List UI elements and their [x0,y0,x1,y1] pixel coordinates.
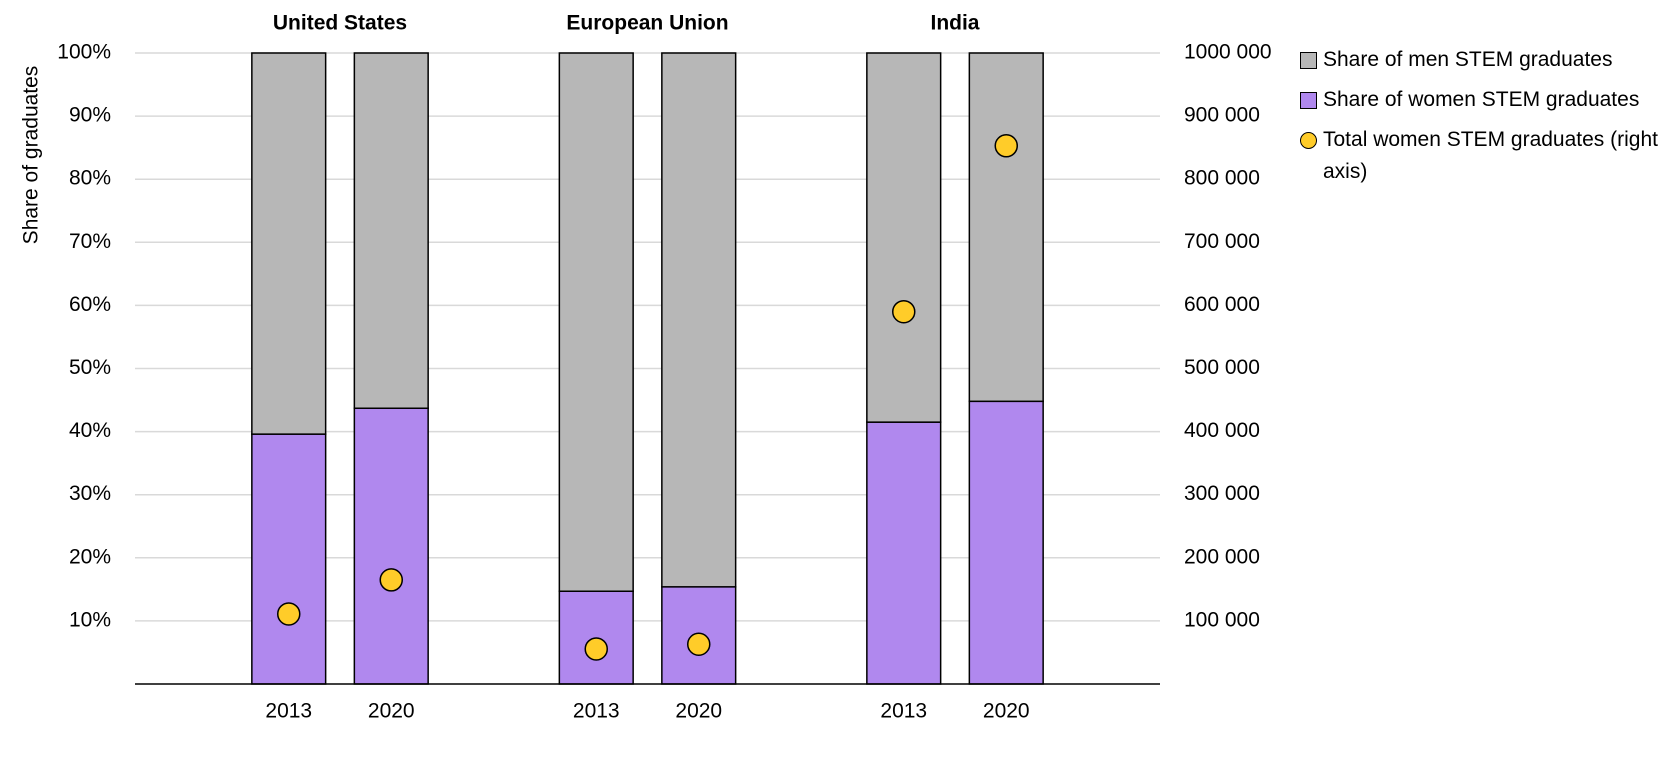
y-tick-label: 100% [57,41,111,64]
legend-label: Share of women STEM graduates [1323,88,1640,111]
legend-item: Share of men STEM graduates [1300,44,1660,76]
point [379,568,403,592]
y-tick-label: 70% [69,230,111,253]
x-tick-label: 2020 [675,700,722,723]
legend-label: Share of men STEM graduates [1323,48,1613,71]
y2-tick-label: 700 000 [1184,230,1260,253]
bar [866,421,942,685]
y2-tick-label: 100 000 [1184,608,1260,631]
bar [968,52,1044,403]
bar [558,52,634,592]
y-tick-label: 90% [69,104,111,127]
x-tick-label: 2013 [265,700,312,723]
y2-tick-label: 900 000 [1184,104,1260,127]
bar [353,52,429,410]
legend-item: Share of women STEM graduates [1300,84,1660,116]
legend-swatch [1300,92,1317,109]
legend-swatch [1300,132,1317,149]
x-tick-label: 2013 [573,700,620,723]
y-axis-title: Share of graduates [20,66,43,245]
bar [251,433,327,685]
legend: Share of men STEM graduates Share of wome… [1300,44,1660,196]
y-tick-label: 50% [69,356,111,379]
point [892,299,916,324]
legend-item: Total women STEM graduates (right axis) [1300,124,1660,188]
bar [661,52,737,588]
y2-tick-label: 200 000 [1184,545,1260,568]
x-tick-label: 2020 [368,700,415,723]
bar [968,400,1044,685]
x-tick-label: 2013 [880,700,927,723]
x-tick-label: 2020 [983,700,1030,723]
point [584,637,608,661]
y2-tick-label: 800 000 [1184,167,1260,190]
point [994,134,1018,158]
group-label: European Union [566,12,728,35]
point [687,632,711,656]
y-tick-label: 40% [69,419,111,442]
y2-tick-label: 600 000 [1184,293,1260,316]
y-tick-label: 60% [69,293,111,316]
y-tick-label: 20% [69,545,111,568]
y2-tick-label: 400 000 [1184,419,1260,442]
legend-swatch [1300,52,1317,69]
bar [353,407,429,685]
bar [866,52,942,423]
y2-tick-label: 500 000 [1184,356,1260,379]
y-tick-label: 30% [69,482,111,505]
group-label: India [930,12,979,35]
point [277,602,301,626]
y-tick-label: 10% [69,608,111,631]
y2-tick-label: 1000 000 [1184,41,1272,64]
y-tick-label: 80% [69,167,111,190]
group-label: United States [273,12,407,35]
bar [251,52,327,435]
y2-tick-label: 300 000 [1184,482,1260,505]
legend-label: Total women STEM graduates (right axis) [1323,128,1658,183]
